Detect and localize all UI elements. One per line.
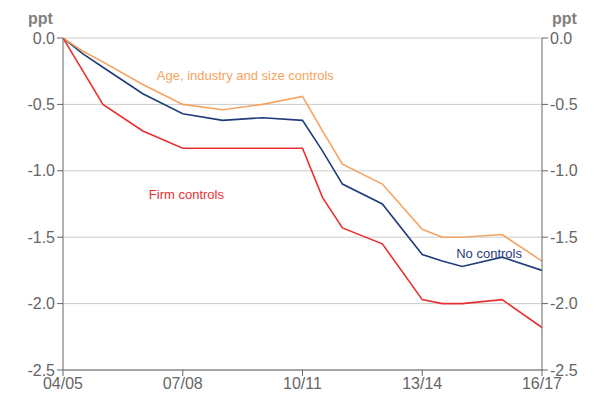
svg-text:13/14: 13/14 xyxy=(402,375,442,392)
svg-text:-2.0: -2.0 xyxy=(550,295,578,312)
svg-text:07/08: 07/08 xyxy=(163,375,203,392)
svg-text:ppt: ppt xyxy=(552,10,578,27)
svg-text:04/05: 04/05 xyxy=(43,375,83,393)
svg-text:-1.0: -1.0 xyxy=(27,162,55,179)
svg-text:-1.0: -1.0 xyxy=(550,162,578,179)
svg-text:-0.5: -0.5 xyxy=(550,96,578,113)
svg-text:ppt: ppt xyxy=(28,10,54,27)
svg-text:-1.5: -1.5 xyxy=(27,229,55,246)
svg-text:-0.5: -0.5 xyxy=(27,96,55,113)
svg-text:10/11: 10/11 xyxy=(283,375,322,392)
svg-text:16/17: 16/17 xyxy=(522,375,562,393)
svg-text:-2.0: -2.0 xyxy=(27,295,55,312)
svg-text:Age, industry and size control: Age, industry and size controls xyxy=(157,68,335,83)
svg-text:-2.5: -2.5 xyxy=(27,362,55,379)
svg-text:No controls: No controls xyxy=(456,246,522,261)
svg-text:-1.5: -1.5 xyxy=(550,229,578,246)
svg-text:Firm controls: Firm controls xyxy=(149,187,225,202)
svg-text:-2.5: -2.5 xyxy=(550,362,578,379)
svg-text:0.0: 0.0 xyxy=(550,30,572,47)
svg-text:0.0: 0.0 xyxy=(33,30,55,47)
